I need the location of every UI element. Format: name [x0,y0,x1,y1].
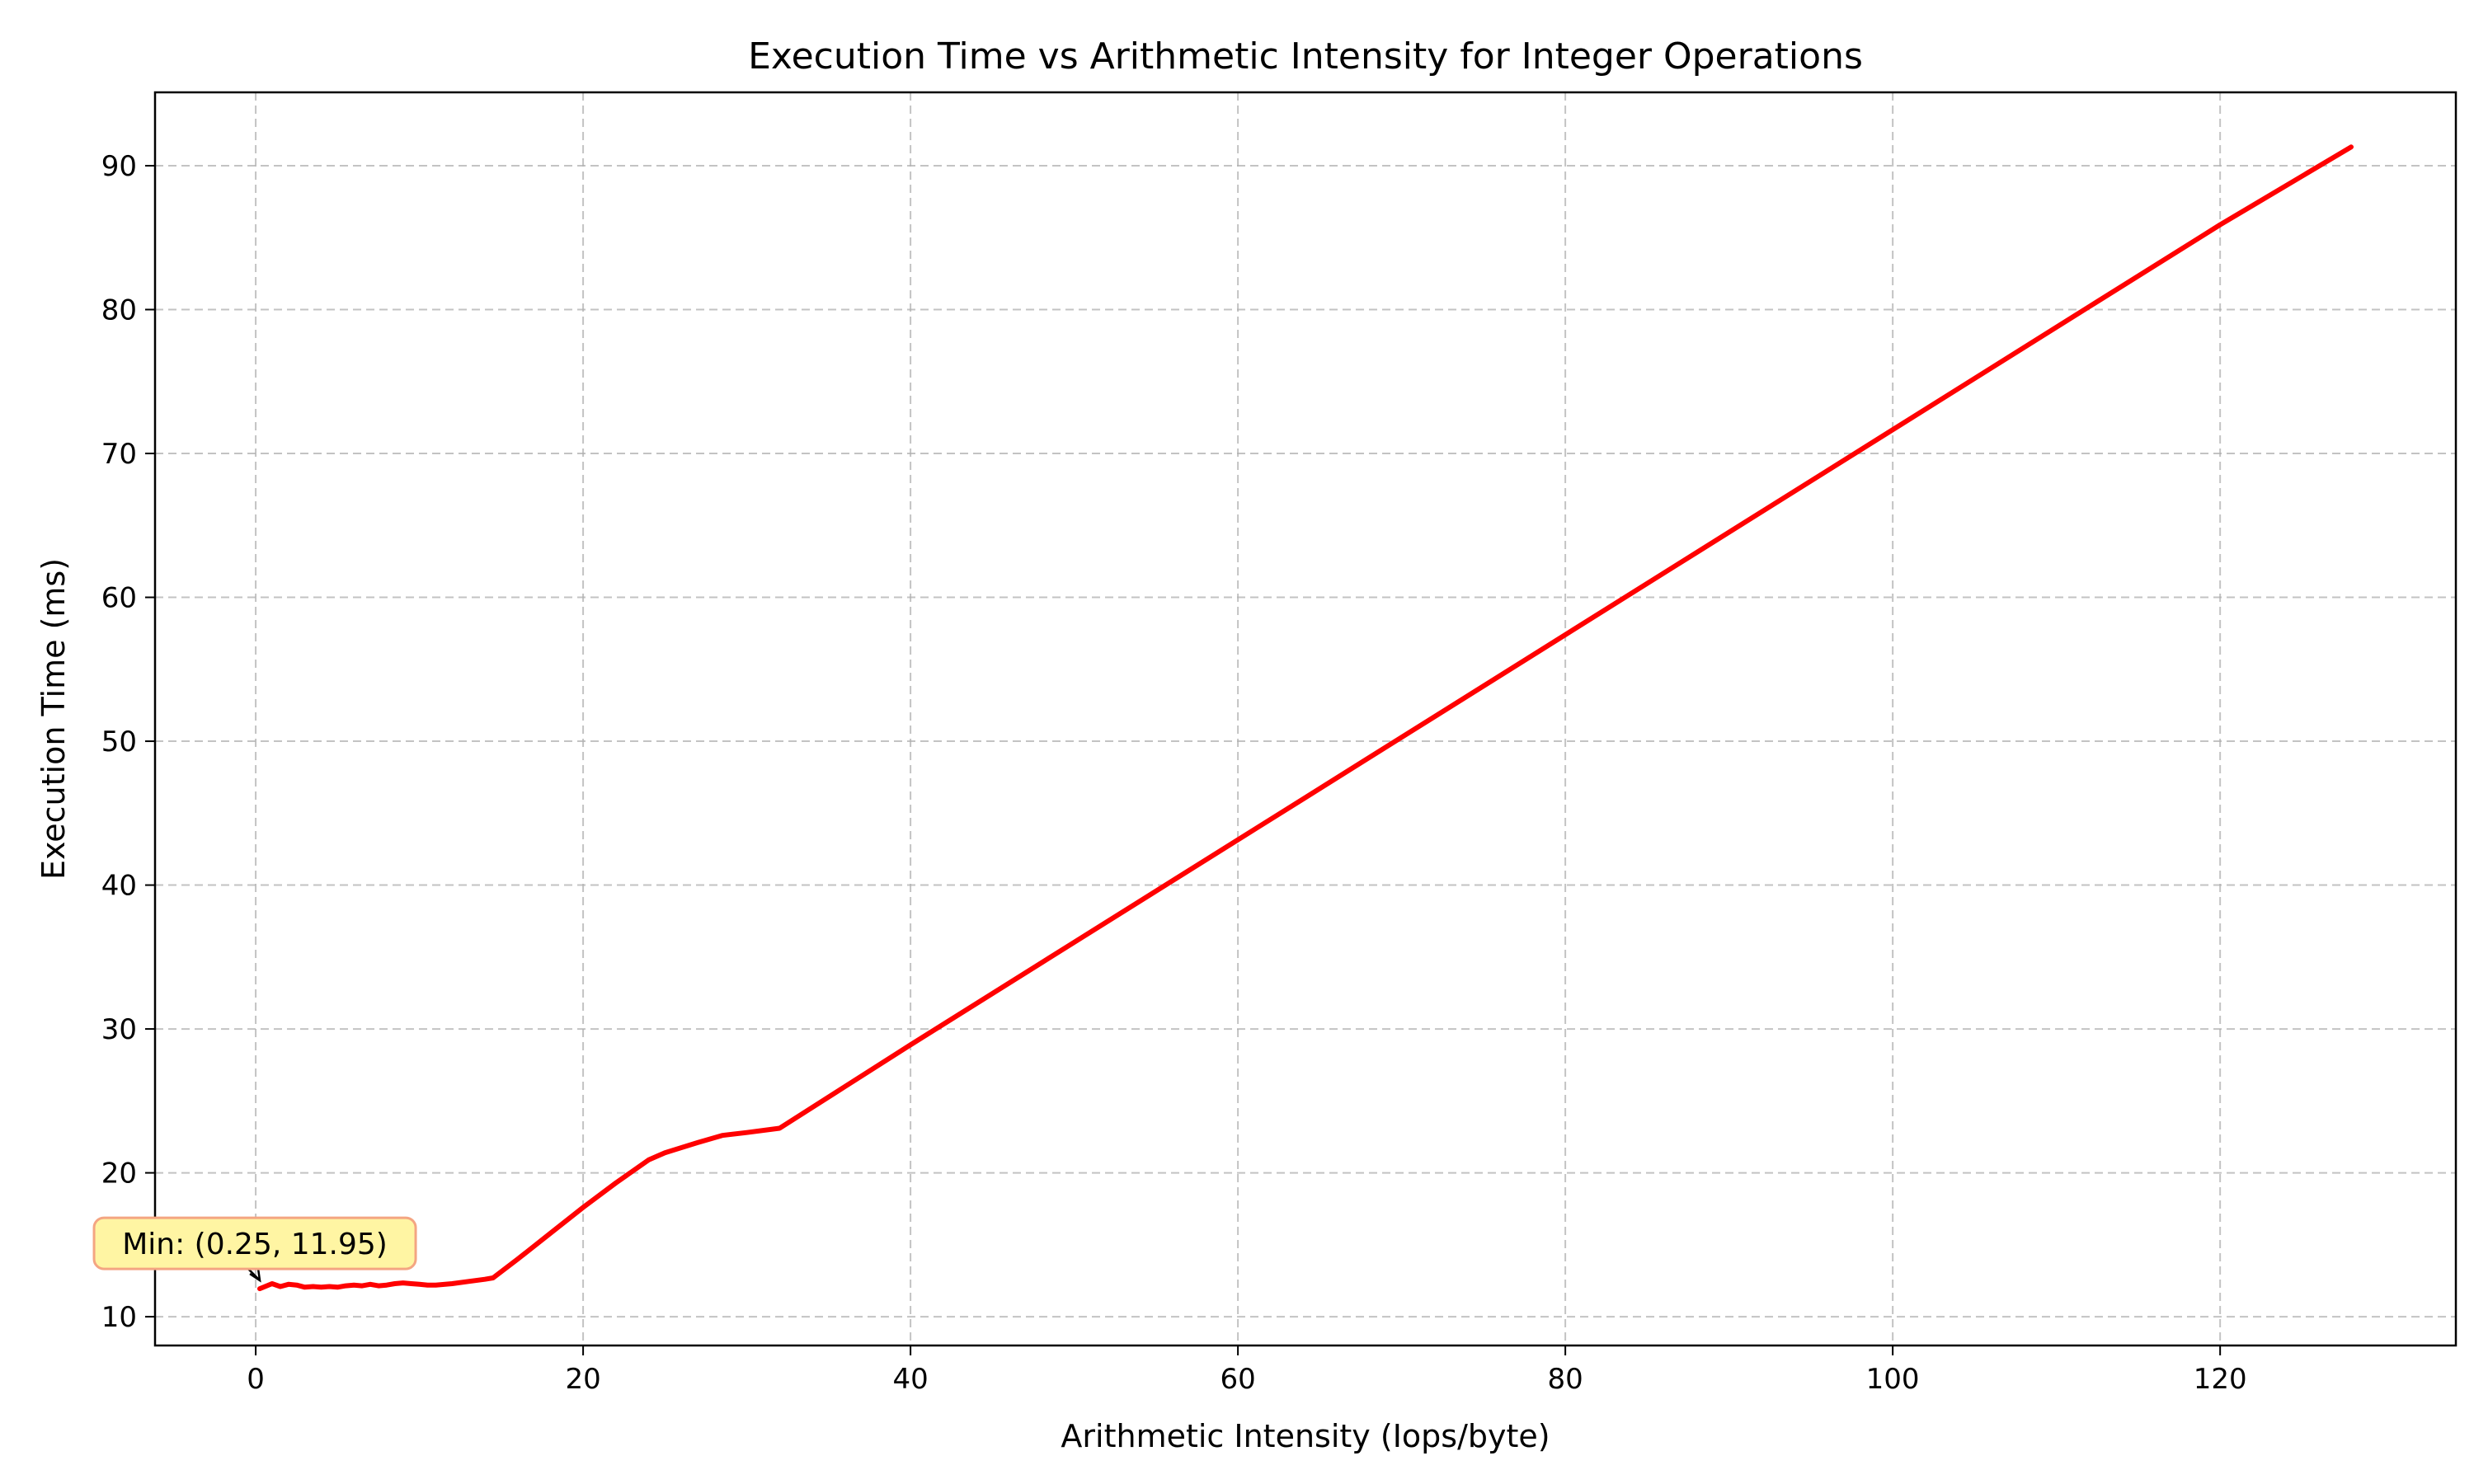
plot-frame [153,91,2458,1347]
x-tick-label: 20 [565,1363,600,1396]
y-axis-ticks: 10 20 30 40 50 60 70 80 90 [101,150,155,1334]
x-tick-label: 0 [247,1363,265,1396]
x-axis-ticks: 0 20 40 60 80 100 120 [247,1345,2247,1396]
y-tick-label: 90 [101,150,137,183]
y-tick-label: 20 [101,1158,137,1190]
chart-title: Execution Time vs Arithmetic Intensity f… [748,35,1863,77]
annotation-box [92,1216,417,1270]
y-axis-label: Execution Time (ms) [35,558,72,880]
x-tick-label: 120 [2194,1363,2247,1396]
series-line [257,144,2354,1292]
y-tick-label: 40 [101,870,137,903]
grid-layer [155,92,2456,1345]
annotation-text: Min: (0.25, 11.95) [122,1228,388,1261]
x-axis-label: Arithmetic Intensity (Iops/byte) [1061,1418,1550,1454]
y-tick-label: 50 [101,726,137,758]
x-tick-label: 40 [892,1363,928,1396]
x-tick-label: 80 [1547,1363,1583,1396]
x-tick-label: 100 [1866,1363,1920,1396]
y-tick-label: 30 [101,1013,137,1046]
y-tick-label: 80 [101,294,137,327]
y-tick-label: 10 [101,1301,137,1334]
x-tick-label: 60 [1220,1363,1255,1396]
min-annotation: Min: (0.25, 11.95) [92,1216,417,1283]
annotation-arrow-head [249,1268,261,1283]
y-tick-label: 60 [101,582,137,615]
y-tick-label: 70 [101,438,137,471]
